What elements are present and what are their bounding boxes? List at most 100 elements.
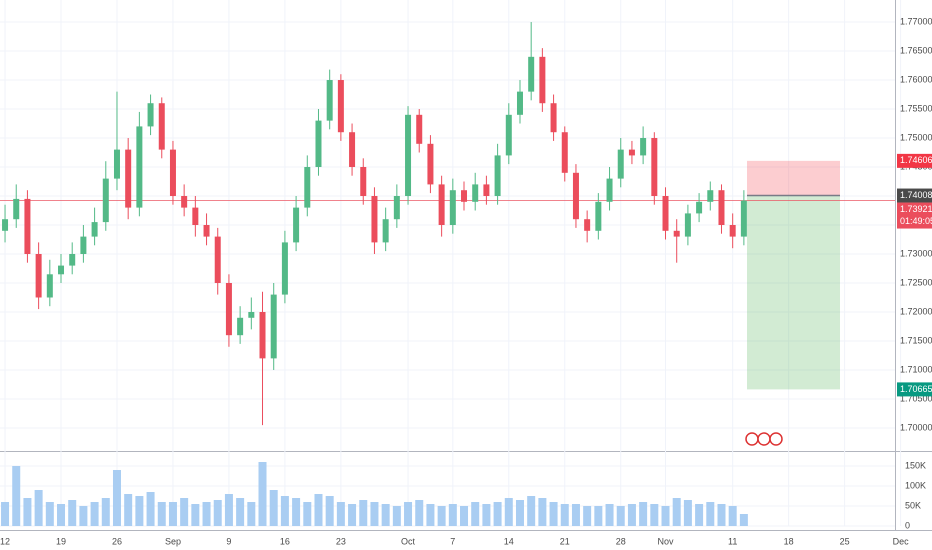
candle-body — [113, 149, 120, 179]
candle-body — [125, 149, 132, 208]
y-tick-label: 1.70500 — [900, 393, 932, 403]
candle-body — [24, 198, 31, 254]
candle-body — [69, 253, 76, 266]
x-tick-label: 28 — [616, 536, 626, 546]
y-tick-label: 1.72000 — [900, 306, 932, 316]
volume-bar — [672, 498, 681, 526]
y-tick-label: 1.76500 — [900, 45, 932, 55]
volume-bar — [538, 498, 547, 526]
candle-body — [528, 56, 535, 92]
candle-body — [606, 178, 613, 202]
volume-bar — [739, 514, 748, 526]
x-tick-label: 18 — [784, 536, 794, 546]
volume-bar — [57, 504, 66, 526]
y-tick-label: 1.75500 — [900, 103, 932, 113]
volume-bar — [571, 504, 580, 526]
candle-body — [181, 196, 188, 208]
x-tick-label: 12 — [0, 536, 10, 546]
candle-body — [281, 242, 288, 295]
candle-body — [494, 155, 501, 197]
volume-bar — [560, 504, 569, 526]
candle-body — [718, 190, 725, 225]
candle-body — [572, 172, 579, 220]
candle-body — [673, 230, 680, 237]
entry-label: 1.74008 — [900, 190, 932, 200]
candle-body — [449, 190, 456, 225]
volume-bar — [336, 502, 345, 526]
candle-body — [550, 103, 557, 133]
candle-body — [684, 213, 691, 237]
x-tick-label: 19 — [56, 536, 66, 546]
candle-body — [259, 311, 266, 359]
candle-body — [102, 178, 109, 223]
volume-bar — [12, 466, 21, 526]
volume-bar — [79, 506, 88, 526]
volume-bar — [493, 502, 502, 526]
x-tick-label: 25 — [840, 536, 850, 546]
x-tick-label: 14 — [504, 536, 514, 546]
candle-body — [147, 103, 154, 127]
y-tick-label: 1.75000 — [900, 132, 932, 142]
volume-bar — [135, 496, 144, 526]
volume-bar — [605, 504, 614, 526]
candle-body — [13, 198, 20, 220]
icon[interactable] — [769, 432, 783, 446]
stop-label: 1.74606 — [900, 155, 932, 165]
volume-bar — [45, 502, 54, 526]
candle-body — [270, 294, 277, 359]
candle-body — [505, 114, 512, 156]
drawing-toolbar-icons[interactable] — [745, 432, 783, 446]
target-zone — [747, 195, 840, 390]
x-tick-label: 26 — [112, 536, 122, 546]
volume-bar — [213, 500, 222, 526]
volume-tick-label: 150K — [905, 460, 926, 470]
volume-bar — [90, 502, 99, 526]
volume-bar — [101, 498, 110, 526]
volume-bar — [124, 494, 133, 526]
volume-bar — [471, 502, 480, 526]
volume-bar — [549, 502, 558, 526]
candle-body — [696, 201, 703, 214]
volume-bar — [68, 500, 77, 526]
candle-body — [169, 149, 176, 197]
volume-bar — [728, 506, 737, 526]
candle-body — [516, 91, 523, 115]
candle-body — [214, 236, 221, 283]
target-label-box — [897, 382, 932, 397]
volume-bar — [594, 506, 603, 526]
volume-bar — [437, 506, 446, 526]
volume-tick-label: 0 — [905, 520, 910, 530]
volume-bar — [616, 506, 625, 526]
candle-body — [2, 219, 9, 231]
volume-bar — [146, 492, 155, 526]
volume-bars — [1, 462, 748, 526]
volume-bar — [683, 500, 692, 526]
candle-body — [595, 201, 602, 231]
volume-bar — [583, 506, 592, 526]
volume-bar — [404, 502, 413, 526]
icon[interactable] — [757, 432, 771, 446]
x-tick-label: 23 — [336, 536, 346, 546]
x-tick-label: 7 — [450, 536, 455, 546]
volume-bar — [168, 502, 177, 526]
volume-bar — [482, 504, 491, 526]
volume-bar — [314, 494, 323, 526]
volume-bar — [325, 496, 334, 526]
volume-bar — [639, 502, 648, 526]
x-tick-label: 9 — [226, 536, 231, 546]
countdown: 01:49:05 — [900, 216, 932, 226]
volume-bar — [695, 504, 704, 526]
candle-body — [707, 190, 714, 202]
candle-body — [349, 132, 356, 168]
entry-label-box — [897, 188, 932, 203]
icon[interactable] — [745, 432, 759, 446]
y-tick-label: 1.73000 — [900, 248, 932, 258]
volume-bar — [706, 502, 715, 526]
x-tick-label: 21 — [560, 536, 570, 546]
volume-bar — [650, 504, 659, 526]
volume-bar — [448, 504, 457, 526]
x-tick-label: Dec — [893, 536, 910, 546]
candle-body — [472, 184, 479, 202]
